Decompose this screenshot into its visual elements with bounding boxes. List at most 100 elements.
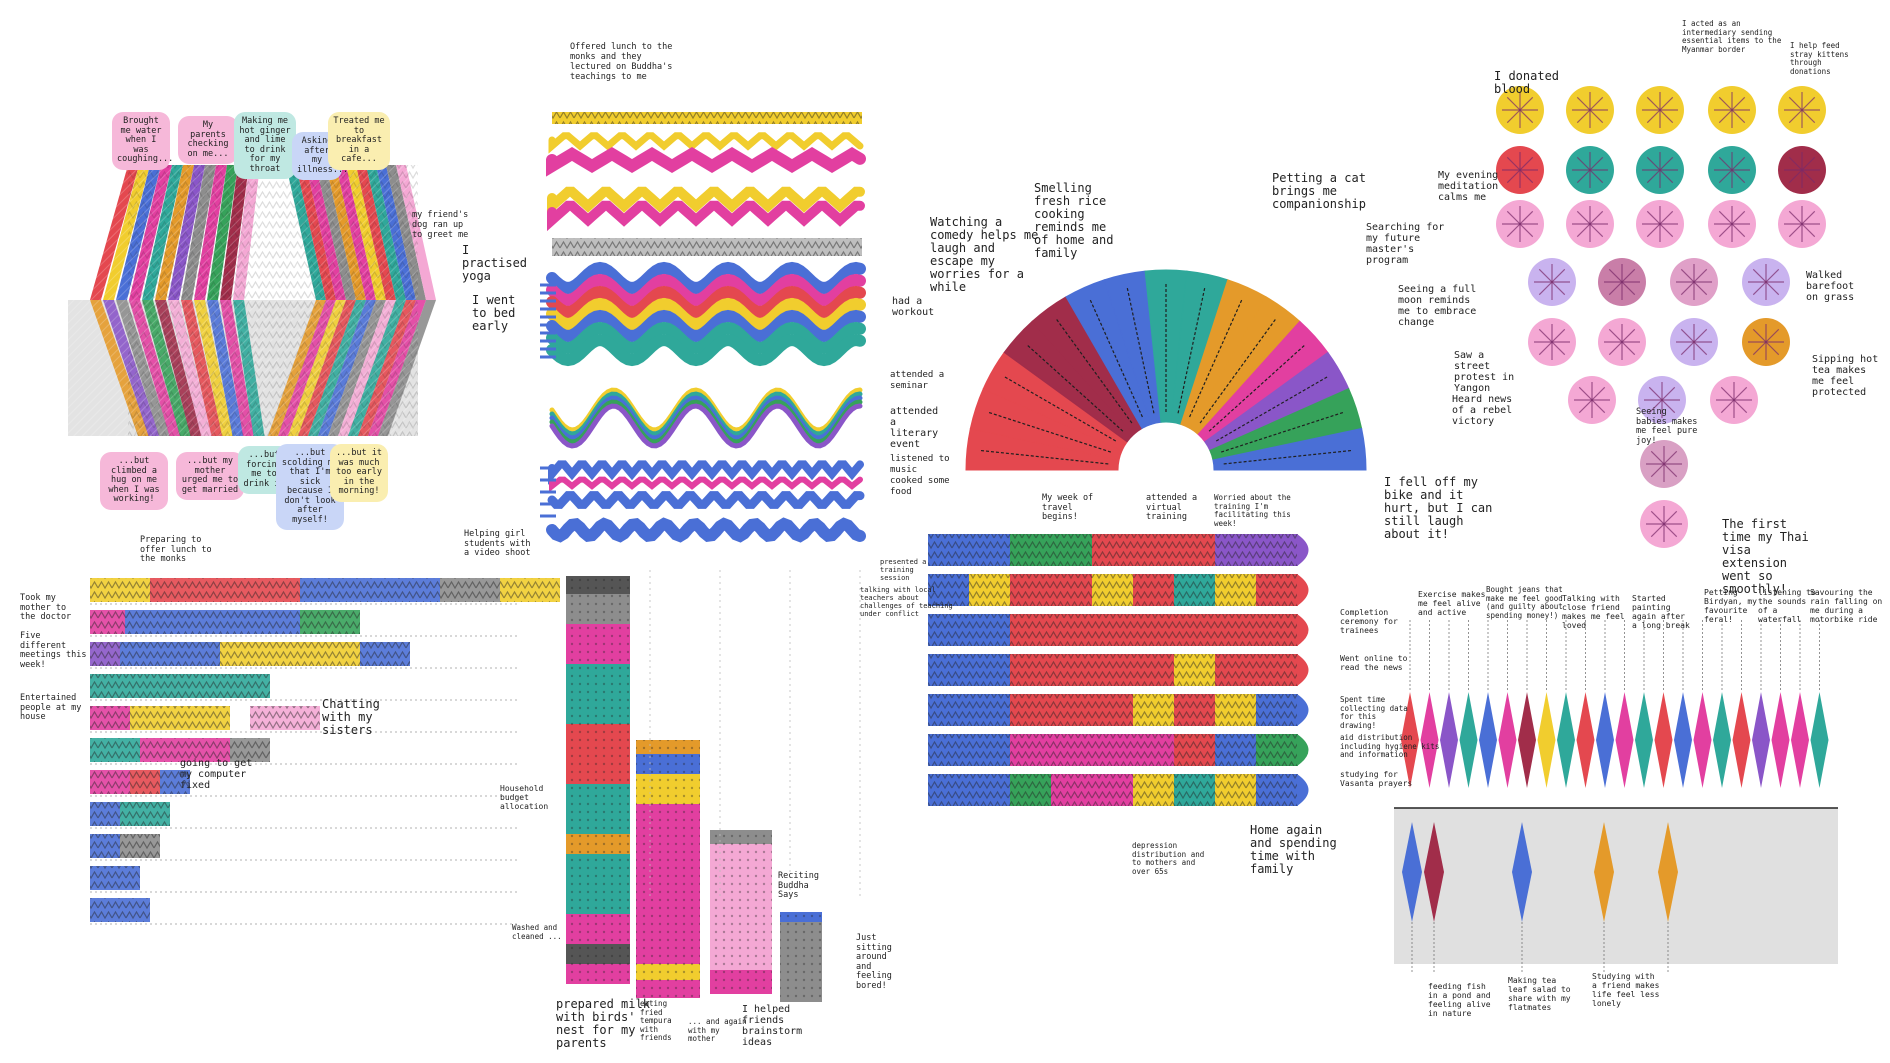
p4-flower-petal xyxy=(1576,109,1591,124)
p4-flower-petal xyxy=(1576,169,1591,184)
p4-flower-petal xyxy=(1680,328,1695,343)
p8-diamond-lower xyxy=(1512,822,1532,922)
p4-flower-petal xyxy=(1661,399,1676,414)
p7-row-pattern xyxy=(1010,654,1052,686)
p4-flower-petal xyxy=(1589,210,1604,225)
p7-row-cap xyxy=(1297,774,1309,806)
p6-note-washed: Washed and cleaned ... xyxy=(512,923,562,941)
p5-bar-pattern xyxy=(140,738,230,762)
p7-row-pattern xyxy=(1133,574,1175,606)
p5-note-video: Helping girl students with a video shoot xyxy=(464,529,531,558)
p4-flower-petal xyxy=(1621,341,1636,356)
p7-row-pattern xyxy=(928,614,970,646)
p2-note-bed: I went to bed early xyxy=(472,293,516,333)
p4-flower-petal xyxy=(1663,523,1678,538)
p5-note-sisters: Chatting with my sisters xyxy=(322,697,380,737)
p7-row-pattern xyxy=(1256,614,1298,646)
p4-flower-petal xyxy=(1693,328,1708,343)
p5-bar-pattern xyxy=(90,834,120,858)
panel8-diamonds xyxy=(1394,620,1838,972)
p1-note-early: ...but it was much too early in the morn… xyxy=(330,444,388,502)
p7-note-worried: Worried about the training I'm facilitat… xyxy=(1214,493,1291,528)
p4-flower-petal xyxy=(1718,210,1733,225)
p4-flower-petal xyxy=(1752,341,1767,356)
p7-row-pattern xyxy=(1092,574,1134,606)
p7-row-pattern xyxy=(1133,774,1175,806)
p7-row-pattern xyxy=(1010,534,1052,566)
panel2-ribbons xyxy=(540,112,866,543)
p4-note-meditation: My evening meditation calms me xyxy=(1438,170,1499,203)
p4-flower-petal xyxy=(1538,268,1553,283)
panel5-bars xyxy=(90,578,560,925)
p8-note-tealeaf: Making tea leaf salad to share with my f… xyxy=(1508,976,1571,1012)
p4-flower-petal xyxy=(1788,210,1803,225)
p4-flower-petal xyxy=(1659,109,1674,124)
p2-note-monks: Offered lunch to the monks and they lect… xyxy=(570,42,673,82)
p8-diamond-upper xyxy=(1440,692,1458,788)
p7-row-pattern xyxy=(928,574,970,606)
p3-note-moon: Seeing a full moon reminds me to embrace… xyxy=(1398,284,1477,328)
panel4-flower-grid xyxy=(1496,86,1826,548)
p4-note-blood: I donated blood xyxy=(1494,69,1560,96)
p8-diamond-upper xyxy=(1810,692,1829,788)
p6-column-pattern xyxy=(566,594,630,624)
p2-note-music: listened to music xyxy=(890,454,950,475)
p4-flower-petal xyxy=(1788,223,1803,238)
p4-flower-petal xyxy=(1589,109,1604,124)
p4-flower-petal xyxy=(1538,341,1553,356)
p5-bar-pattern xyxy=(300,578,440,602)
p7-row-pattern xyxy=(1215,574,1257,606)
p1-note-breakfast: Treated me to breakfast in a cafe... xyxy=(328,112,390,170)
p5-bar-pattern xyxy=(90,642,120,666)
p7-row-pattern xyxy=(1051,694,1093,726)
p3-note-protest: Saw a street protest in Yangon xyxy=(1454,350,1515,394)
p5-bar-pattern xyxy=(230,738,270,762)
p5-bar-pattern xyxy=(360,642,410,666)
p4-flower-petal xyxy=(1731,210,1746,225)
p6-column-pattern xyxy=(710,830,772,844)
p4-flower-petal xyxy=(1733,386,1748,401)
p4-flower-petal xyxy=(1551,341,1566,356)
p7-row-pattern xyxy=(1051,774,1093,806)
p8-diamond-upper xyxy=(1635,692,1653,788)
p4-flower-petal xyxy=(1589,169,1604,184)
p7-row-pattern xyxy=(1010,574,1052,606)
p4-flower-petal xyxy=(1801,169,1816,184)
p1-note-married: ...but my mother urged me to get married xyxy=(176,452,244,500)
p5-bar-pattern xyxy=(160,770,190,794)
p4-flower-petal xyxy=(1718,223,1733,238)
p4-flower-petal xyxy=(1621,281,1636,296)
p3-fan-stitch xyxy=(1215,375,1330,442)
p5-bar-pattern xyxy=(220,642,360,666)
p3-fan-wedge xyxy=(1212,427,1367,471)
p4-flower-petal xyxy=(1693,268,1708,283)
p4-flower-petal xyxy=(1650,450,1665,465)
p4-flower-petal xyxy=(1519,156,1534,171)
p6-column-pattern xyxy=(636,804,700,964)
p4-flower-petal xyxy=(1765,341,1780,356)
p4-flower-petal xyxy=(1693,341,1708,356)
p5-note-doctor: Took my mother to the doctor xyxy=(20,593,72,622)
p6-column-pattern xyxy=(566,784,630,834)
p2-ribbon xyxy=(546,517,866,543)
p7-row-pattern xyxy=(928,654,970,686)
p7-row-pattern xyxy=(1256,774,1298,806)
p4-flower-petal xyxy=(1608,328,1623,343)
p4-flower-petal xyxy=(1648,386,1663,401)
p7-row-pattern xyxy=(1051,654,1093,686)
p3-fan-stitch xyxy=(1208,343,1307,432)
p4-flower-petal xyxy=(1718,109,1733,124)
p4-flower-petal xyxy=(1578,399,1593,414)
panel3-fan xyxy=(965,269,1367,471)
p8-diamond-upper xyxy=(1693,692,1712,788)
p7-row-pattern xyxy=(1092,614,1134,646)
p5-bar-pattern xyxy=(120,642,220,666)
p7-row-pattern xyxy=(1215,614,1257,646)
p7-row-pattern xyxy=(1174,774,1216,806)
p7-row-pattern xyxy=(1092,654,1134,686)
p2-ribbon xyxy=(546,273,866,307)
p7-row-pattern xyxy=(1256,734,1298,766)
p6-column-pattern xyxy=(566,964,630,984)
p4-flower-petal xyxy=(1576,96,1591,111)
p7-row-pattern xyxy=(1092,694,1134,726)
